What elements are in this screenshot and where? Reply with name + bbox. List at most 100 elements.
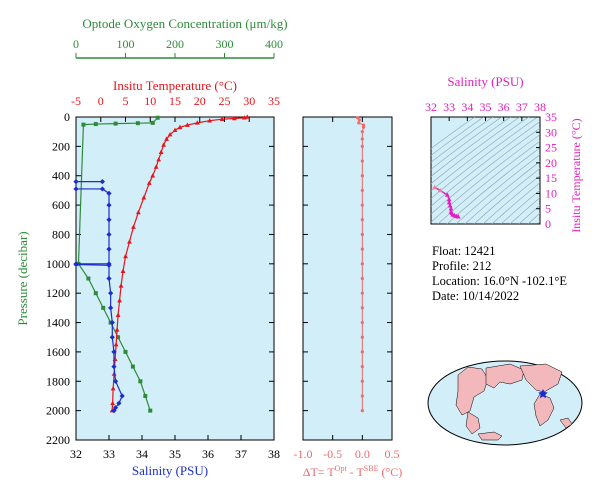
delta-t-point [360, 130, 364, 134]
density-contour [431, 117, 494, 163]
ts-temperature-tick-label: 20 [545, 156, 557, 170]
oxygen-tick-label: 400 [265, 37, 283, 51]
delta-t-point [360, 188, 364, 193]
density-contour [500, 189, 540, 224]
ts-salinity-tick-label: 36 [498, 100, 510, 114]
temperature-point [127, 239, 132, 244]
temperature-tick-label: 10 [144, 94, 156, 108]
salinity-point [99, 186, 105, 192]
delta-t-point [357, 121, 361, 125]
density-contour [482, 175, 540, 224]
ts-salinity-tick-label: 38 [534, 100, 546, 114]
density-contour [491, 182, 540, 224]
ts-temperature-tick-label: 5 [545, 202, 551, 216]
temperature-point [153, 164, 159, 169]
density-contour [509, 197, 540, 224]
temperature-point [135, 209, 141, 215]
ts-salinity-tick-label: 33 [443, 100, 455, 114]
oxygen-point [93, 291, 98, 296]
temperature-point [241, 115, 247, 120]
temperature-tick-label: 15 [169, 94, 181, 108]
delta-t-label-part: Opt [335, 464, 348, 473]
salinity-point [106, 190, 112, 196]
oxygen-point [81, 122, 86, 127]
delta-t-label-part: - T [347, 465, 365, 479]
map-landmass [477, 431, 503, 441]
delta-t-point [361, 123, 366, 127]
salinity-point [113, 378, 119, 384]
delta-t-label-part: SBE [364, 464, 379, 473]
ts-temperature-tick-label: 35 [545, 110, 557, 124]
profile-row: Profile: 212 [432, 259, 492, 273]
pressure-tick-label: 1600 [46, 345, 70, 359]
delta-t-point [360, 350, 364, 354]
salinity-tick-label: 34 [136, 447, 148, 461]
delta-t-point [360, 144, 364, 148]
density-contour [431, 117, 476, 149]
temperature-point [194, 120, 200, 125]
delta-t-point [360, 291, 364, 295]
delta-t-point [360, 247, 364, 251]
ts-salinity-tick-label: 37 [516, 100, 528, 114]
delta-t-point [360, 159, 364, 163]
salinity-axis-label: Salinity (PSU) [132, 463, 208, 478]
float-info-block: Float: 12421 Profile: 212 Location: 16.0… [432, 244, 567, 304]
delta-t-point [357, 118, 361, 122]
salinity-tick-label: 36 [202, 447, 214, 461]
oxygen-tick-label: 100 [117, 37, 135, 51]
oxygen-point [143, 393, 148, 398]
density-contour [446, 147, 540, 224]
oxygen-point [155, 115, 160, 120]
delta-t-label-part: ΔT= T [303, 465, 336, 479]
delta-t-point [360, 320, 364, 325]
temperature-tick-label: 0 [98, 94, 104, 108]
salinity-point [106, 246, 112, 252]
temperature-point [244, 114, 250, 119]
density-contour [431, 117, 485, 156]
ts-salinity-tick-label: 35 [480, 100, 492, 114]
delta-t-point [360, 409, 364, 413]
delta-t-point [360, 232, 364, 237]
ts-point [447, 203, 453, 208]
delta-t-plot-area [302, 116, 393, 441]
ts-temperature-tick-label: 25 [545, 141, 557, 155]
map-landmass [485, 363, 525, 389]
ts-temperature-tick-label: 15 [545, 171, 557, 185]
salinity-point [111, 408, 117, 414]
density-contour [437, 140, 540, 224]
temperature-point [115, 312, 121, 318]
ts-point [432, 184, 438, 190]
delta-t-label-part: (°C) [378, 465, 402, 479]
salinity-point [108, 305, 114, 311]
delta-t-point [361, 125, 366, 129]
density-contour [431, 134, 540, 223]
delta-t-point [360, 174, 364, 178]
oxygen-tick-label: 300 [216, 37, 234, 51]
temperature-point [177, 124, 183, 130]
oxygen-point [123, 349, 128, 354]
density-contour [455, 154, 540, 224]
pressure-tick-label: 1800 [46, 374, 70, 388]
delta-t-point [360, 394, 364, 398]
temperature-point [172, 127, 178, 133]
temperature-point [120, 268, 126, 273]
salinity-point [111, 363, 117, 370]
location-row: Location: 16.0°N -102.1°E [432, 274, 567, 288]
density-contour [431, 121, 540, 207]
temperature-point [156, 156, 162, 162]
oxygen-point [86, 276, 91, 281]
pressure-tick-label: 600 [52, 198, 70, 212]
oxygen-point [116, 335, 121, 340]
float-location-marker [538, 389, 548, 399]
temperature-point [207, 118, 213, 123]
pressure-tick-label: 2000 [46, 404, 70, 418]
density-contour [431, 117, 512, 177]
oxygen-point [93, 122, 98, 127]
ts-temperature-axis-label: Insitu Temperature (°C) [569, 118, 583, 232]
salinity-tick-label: 32 [70, 447, 82, 461]
oxygen-point [148, 408, 153, 413]
salinity-point [111, 349, 117, 355]
temperature-point [131, 224, 136, 229]
temperature-tick-label: 30 [243, 94, 255, 108]
